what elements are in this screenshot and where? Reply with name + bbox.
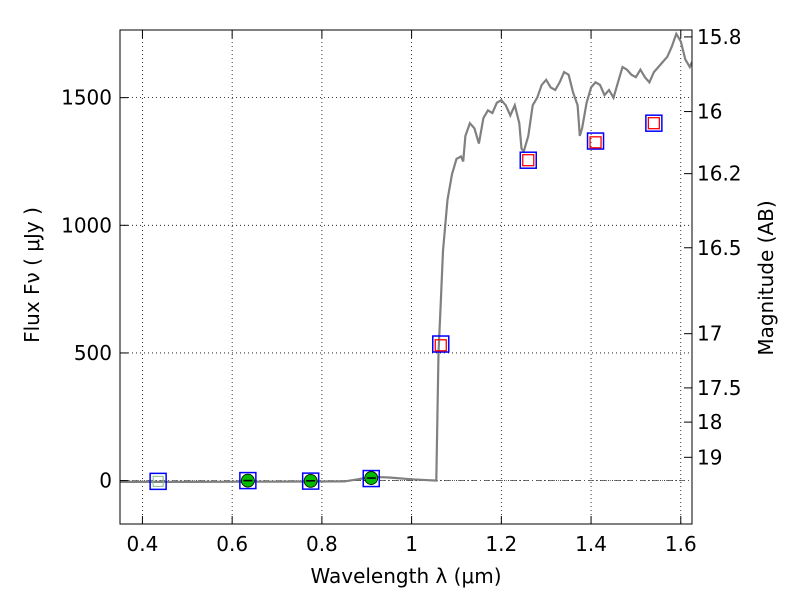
y2-tick-label: 15.8 xyxy=(697,25,742,49)
y2-tick-label: 17 xyxy=(697,322,722,346)
photometry-square-marker xyxy=(362,469,380,488)
faint-square-marker xyxy=(152,475,164,487)
x-tick-label: 1.2 xyxy=(485,532,517,556)
photometry-square-marker xyxy=(586,132,605,150)
y2-axis-title: Magnitude (AB) xyxy=(754,200,778,355)
photometry-square-marker xyxy=(645,114,663,132)
model-square-marker xyxy=(647,117,661,130)
series-group xyxy=(120,31,692,491)
y2-tick-label: 18 xyxy=(697,410,722,434)
model-square-marker xyxy=(434,339,447,352)
plot-frame xyxy=(119,29,693,525)
x-tick-label: 1 xyxy=(405,532,418,556)
x-tick-label: 0.8 xyxy=(306,532,338,556)
y2-tick-label: 17.5 xyxy=(697,376,742,400)
photometry-square-marker xyxy=(239,471,257,490)
y-tick-label: 1500 xyxy=(61,86,112,110)
y-axis-title: Flux Fν ( μJy ) xyxy=(20,207,44,343)
y2-tick-label: 16.2 xyxy=(697,162,742,186)
photometry-square-marker xyxy=(149,472,167,491)
x-tick-label: 1.6 xyxy=(665,532,697,556)
x-tick-label: 1.4 xyxy=(575,532,607,556)
x-tick-label: 0.6 xyxy=(216,532,248,556)
y2-tick-label: 19 xyxy=(697,445,722,469)
y-tick-label: 500 xyxy=(74,341,112,365)
x-axis-title: Wavelength λ (μm) xyxy=(310,564,501,588)
x-tick-label: 0.4 xyxy=(127,532,159,556)
ticks: 0.4 0.6 0.8 1 1.2 1.4 1.6 0 500 1000 1500 15.8 16 16.… xyxy=(61,25,741,556)
y2-tick-label: 16 xyxy=(697,100,722,124)
model-square-marker xyxy=(522,154,535,167)
y-tick-label: 1000 xyxy=(61,213,112,237)
spectrum-line xyxy=(120,31,692,483)
photometry-square-marker xyxy=(519,151,538,169)
photometry-square-marker xyxy=(301,472,320,490)
photometry-square-marker xyxy=(432,335,450,353)
grid xyxy=(120,30,692,524)
y-tick-label: 0 xyxy=(99,469,112,493)
model-square-marker xyxy=(589,136,602,149)
y2-tick-label: 16.5 xyxy=(697,236,742,260)
